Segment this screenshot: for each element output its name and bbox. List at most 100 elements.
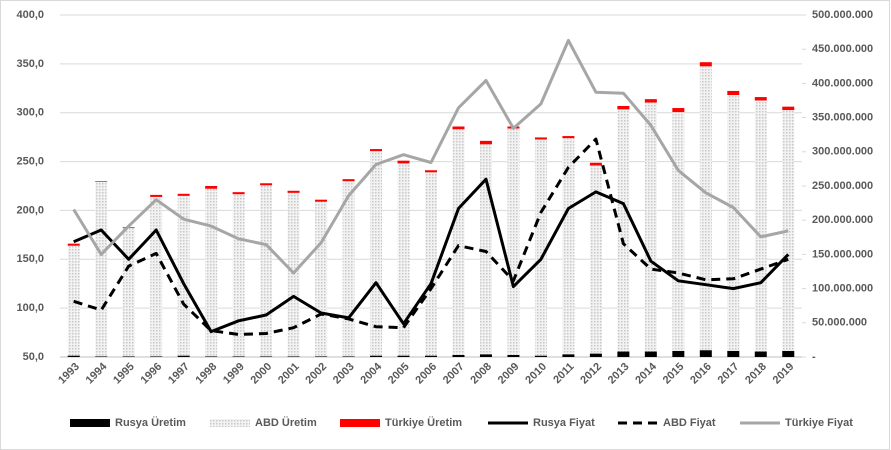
- bar: [342, 181, 355, 357]
- legend-label: Türkiye Fiyat: [785, 417, 853, 429]
- bar: [589, 165, 602, 354]
- y2-tick-label: 250.000.000: [812, 180, 873, 192]
- bar: [534, 137, 547, 140]
- bar: [95, 356, 108, 357]
- bar: [754, 100, 767, 352]
- bar: [205, 356, 218, 357]
- bar: [150, 196, 163, 357]
- bar: [177, 193, 190, 196]
- bar: [534, 139, 547, 356]
- y2-tick-label: -: [812, 351, 816, 363]
- bar: [67, 243, 80, 246]
- bar: [370, 151, 383, 356]
- bar: [452, 354, 465, 357]
- bar: [205, 188, 218, 357]
- y-tick-label: 50,0: [23, 351, 44, 363]
- bar: [617, 351, 630, 357]
- bar: [452, 126, 465, 130]
- bar: [150, 356, 163, 357]
- bar: [370, 149, 383, 152]
- bar: [397, 160, 410, 164]
- bar: [260, 356, 273, 357]
- y2-tick-label: 50.000.000: [812, 317, 867, 329]
- bar: [699, 350, 712, 357]
- bar: [315, 201, 328, 357]
- bar: [727, 90, 740, 96]
- y-tick-label: 150,0: [16, 253, 44, 265]
- legend-label: Türkiye Üretim: [385, 416, 462, 429]
- bar: [782, 350, 795, 357]
- bar: [260, 185, 273, 357]
- line: [73, 137, 789, 336]
- bar: [562, 138, 575, 355]
- bar: [425, 172, 437, 356]
- legend-swatch: [210, 419, 250, 427]
- bar: [342, 179, 355, 182]
- bar: [617, 109, 630, 352]
- y-tick-label: 250,0: [16, 155, 44, 167]
- bar: [452, 129, 465, 355]
- bar: [644, 99, 657, 103]
- bar: [260, 183, 273, 186]
- legend-label: ABD Üretim: [255, 416, 317, 429]
- bar: [699, 62, 712, 67]
- bar: [479, 354, 492, 357]
- bar: [315, 199, 328, 202]
- bar: [699, 66, 712, 351]
- y2-tick-label: 350.000.000: [812, 112, 873, 124]
- bar: [507, 128, 520, 355]
- legend-label: Rusya Fiyat: [533, 417, 595, 429]
- line: [72, 38, 789, 275]
- y2-tick-label: 400.000.000: [812, 77, 873, 89]
- y-tick-label: 100,0: [16, 302, 44, 314]
- bar: [589, 353, 602, 357]
- bar: [534, 355, 547, 357]
- bar: [232, 192, 245, 195]
- bar: [672, 108, 685, 113]
- bar: [287, 356, 300, 357]
- y2-tick-label: 150.000.000: [812, 248, 873, 260]
- bar: [95, 181, 108, 182]
- bar: [342, 356, 355, 357]
- y2-tick-label: 300.000.000: [812, 146, 873, 158]
- y2-tick-label: 100.000.000: [812, 283, 873, 295]
- bar: [617, 105, 630, 110]
- bar: [315, 356, 328, 357]
- bar: [370, 355, 383, 357]
- bar: [644, 102, 657, 352]
- y2-tick-label: 200.000.000: [812, 214, 873, 226]
- bar: [782, 106, 795, 111]
- bar: [95, 181, 108, 357]
- legend-label: Rusya Üretim: [115, 416, 186, 429]
- bar: [782, 110, 795, 351]
- bar: [727, 350, 740, 357]
- bar: [205, 186, 218, 189]
- bar: [507, 354, 520, 357]
- bar: [122, 356, 135, 357]
- bar: [562, 136, 575, 139]
- bar: [177, 355, 190, 357]
- y-tick-label: 350,0: [16, 58, 44, 70]
- bar: [287, 190, 300, 193]
- bar: [397, 355, 410, 357]
- bar: [672, 112, 685, 351]
- bar: [754, 351, 767, 357]
- bar: [562, 354, 575, 357]
- y-tick-label: 200,0: [16, 204, 44, 216]
- bar: [425, 170, 437, 173]
- bar: [397, 163, 410, 356]
- bar: [67, 355, 80, 357]
- bar: [727, 95, 740, 351]
- legend-swatch: [70, 419, 110, 427]
- bar: [67, 245, 80, 356]
- bar: [425, 355, 437, 357]
- y-tick-label: 300,0: [16, 107, 44, 119]
- bar: [672, 350, 685, 357]
- bar: [479, 140, 492, 145]
- y-tick-label: 400,0: [16, 9, 44, 21]
- y2-tick-label: 500.000.000: [812, 9, 873, 21]
- bar: [232, 356, 245, 357]
- line: [73, 177, 790, 334]
